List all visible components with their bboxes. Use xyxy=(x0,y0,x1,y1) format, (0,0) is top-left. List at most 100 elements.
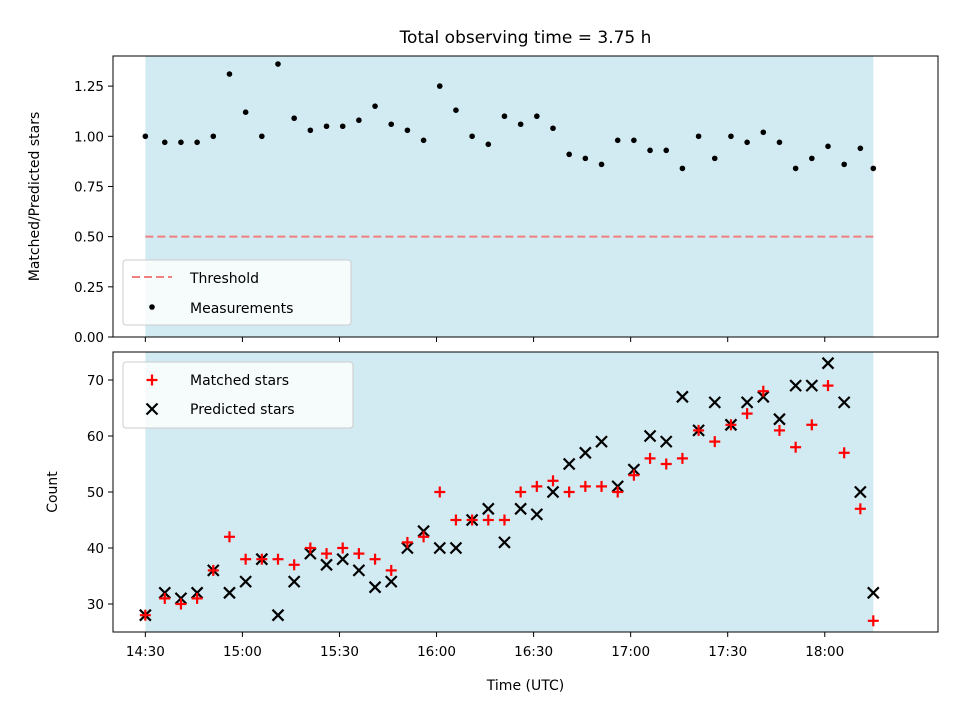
measurement-point xyxy=(469,133,475,140)
predicted-stars-point xyxy=(174,592,188,605)
marker-stroke xyxy=(579,446,592,460)
marker-stroke xyxy=(304,547,317,560)
matched-stars-point xyxy=(563,486,575,498)
x-tick-label: 17:00 xyxy=(611,644,650,660)
matched-stars-point xyxy=(191,592,203,604)
y-tick-label: 60 xyxy=(87,429,104,445)
matched-stars-point xyxy=(175,598,187,610)
bottom-y-ticks: 30 40 50 60 70 xyxy=(87,373,113,613)
matched-stars-point xyxy=(139,609,151,621)
measurement-point xyxy=(870,165,877,172)
predicted-stars-point xyxy=(757,390,770,404)
marker-stroke xyxy=(514,502,527,516)
marker-stroke xyxy=(773,412,786,426)
matched-stars-point xyxy=(773,424,785,436)
bottom-legend-box xyxy=(122,361,354,429)
measurement-point xyxy=(142,133,149,140)
marker-stroke xyxy=(384,575,398,588)
marker-stroke xyxy=(562,457,576,471)
predicted-stars-point xyxy=(867,586,880,600)
predicted-stars-point xyxy=(352,564,366,577)
matched-stars-point xyxy=(207,564,219,576)
measurement-point xyxy=(776,139,783,146)
y-tick-label: 0.75 xyxy=(74,179,104,195)
predicted-stars-point xyxy=(643,429,657,443)
measurement-point xyxy=(711,155,718,162)
y-tick-label: 1.00 xyxy=(74,129,104,145)
matched-stars-point xyxy=(240,553,252,565)
matched-stars-point xyxy=(628,469,640,481)
bottom-x-ticks: 14:30 15:00 15:30 16:00 16:30 17:00 17:30 18:00 xyxy=(126,632,844,660)
marker-stroke xyxy=(352,564,366,577)
predicted-stars-point xyxy=(659,435,673,448)
matched-stars-point xyxy=(434,486,446,498)
marker-stroke xyxy=(789,379,802,392)
measurement-point xyxy=(663,147,670,154)
marker-stroke xyxy=(239,575,252,588)
marker-stroke xyxy=(223,586,236,600)
matched-stars-point xyxy=(401,536,413,548)
matched-stars-point xyxy=(709,436,721,448)
predicted-stars-point xyxy=(821,356,835,370)
x-tick-label: 15:00 xyxy=(223,644,262,660)
predicted-stars-point xyxy=(579,446,592,460)
marker-stroke xyxy=(190,586,204,600)
marker-stroke xyxy=(449,541,463,555)
matched-stars-point xyxy=(498,514,510,526)
measurement-points xyxy=(142,61,877,172)
measurement-point xyxy=(631,137,637,144)
matched-stars-point xyxy=(660,458,672,470)
matched-stars-point xyxy=(385,564,397,576)
predicted-stars-point xyxy=(287,575,301,588)
x-axis-label: Time (UTC) xyxy=(486,678,564,694)
marker-stroke xyxy=(145,402,159,416)
x-tick-label: 18:00 xyxy=(805,644,844,660)
matched-stars-point xyxy=(450,514,462,526)
marker-stroke xyxy=(498,536,511,549)
measurement-point xyxy=(825,143,831,150)
predicted-stars-point xyxy=(740,396,754,409)
measurement-point xyxy=(744,139,750,146)
predicted-legend-label: Predicted stars xyxy=(190,402,295,418)
measurement-point xyxy=(420,137,427,144)
measurement-point xyxy=(695,133,702,140)
matched-stars-point xyxy=(482,514,494,526)
measurement-point xyxy=(582,155,589,162)
marker-stroke xyxy=(740,396,754,409)
threshold-legend-label: Threshold xyxy=(189,271,259,287)
x-tick-label: 16:30 xyxy=(514,644,553,660)
predicted-stars-point xyxy=(320,558,333,572)
bottom-axes-frame xyxy=(112,351,939,633)
measurement-point xyxy=(307,127,314,134)
measurement-point xyxy=(194,139,200,146)
top-legend-box xyxy=(122,259,352,326)
measurement-point xyxy=(760,129,767,136)
predicted-stars-point xyxy=(805,379,819,392)
matched-stars-point xyxy=(806,419,818,431)
marker-stroke xyxy=(482,502,495,516)
measurement-point xyxy=(566,151,572,158)
measurement-point xyxy=(323,123,330,130)
predicted-stars-point xyxy=(837,396,851,409)
predicted-stars-point xyxy=(482,502,495,516)
matched-stars-point xyxy=(272,553,284,565)
measurement-point xyxy=(242,109,249,115)
marker-stroke xyxy=(867,586,880,600)
marker-stroke xyxy=(546,485,560,499)
marker-stroke xyxy=(336,552,349,566)
predicted-stars-point xyxy=(676,390,689,404)
predicted-stars-point xyxy=(530,508,544,521)
predicted-stars-point xyxy=(595,435,608,448)
marker-stroke xyxy=(854,485,867,499)
matched-legend-marker xyxy=(146,374,158,386)
top-x-ticks xyxy=(144,337,826,342)
predicted-stars-point xyxy=(336,552,349,566)
predicted-stars-point xyxy=(449,541,463,555)
matched-stars-point xyxy=(547,475,559,487)
matched-stars-point xyxy=(676,452,688,464)
marker-stroke xyxy=(271,608,285,622)
measurement-point xyxy=(436,83,443,89)
marker-stroke xyxy=(433,541,447,555)
matched-stars-point xyxy=(337,542,349,554)
